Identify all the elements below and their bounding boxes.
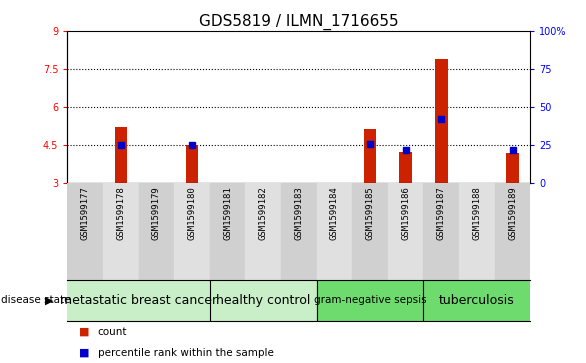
Text: ▶: ▶ [45,295,53,305]
Bar [424,280,530,321]
Text: GSM1599183: GSM1599183 [294,186,304,240]
Bar [115,127,127,183]
Bar [495,183,530,280]
Text: GSM1599178: GSM1599178 [116,186,125,240]
Bar [424,183,459,280]
Bar [400,152,412,183]
Text: GSM1599181: GSM1599181 [223,186,232,240]
Bar [67,280,210,321]
Text: GSM1599187: GSM1599187 [437,186,446,240]
Text: GSM1599188: GSM1599188 [472,186,482,240]
Text: GSM1599189: GSM1599189 [508,186,517,240]
Bar [139,183,174,280]
Bar [352,183,388,280]
Bar [174,183,210,280]
Bar [186,145,198,183]
Text: GSM1599179: GSM1599179 [152,186,161,240]
Text: tuberculosis: tuberculosis [439,294,515,307]
Bar [364,129,376,183]
Bar [435,59,448,183]
Bar [210,280,316,321]
Bar [316,280,424,321]
Bar [103,183,139,280]
Text: healthy control: healthy control [216,294,311,307]
Bar [210,183,246,280]
Text: ■: ■ [79,327,90,337]
Text: GSM1599185: GSM1599185 [366,186,374,240]
Text: GSM1599180: GSM1599180 [188,186,196,240]
Bar [246,183,281,280]
Text: GSM1599177: GSM1599177 [81,186,90,240]
Bar [506,153,519,183]
Text: metastatic breast cancer: metastatic breast cancer [60,294,217,307]
Bar [316,183,352,280]
Bar [67,183,103,280]
Text: ■: ■ [79,347,90,358]
Text: percentile rank within the sample: percentile rank within the sample [98,347,274,358]
Bar [459,183,495,280]
Bar [388,183,424,280]
Bar [281,183,316,280]
Title: GDS5819 / ILMN_1716655: GDS5819 / ILMN_1716655 [199,13,398,29]
Text: GSM1599184: GSM1599184 [330,186,339,240]
Text: GSM1599186: GSM1599186 [401,186,410,240]
Text: gram-negative sepsis: gram-negative sepsis [314,295,427,305]
Text: count: count [98,327,127,337]
Text: disease state: disease state [1,295,70,305]
Text: GSM1599182: GSM1599182 [259,186,268,240]
